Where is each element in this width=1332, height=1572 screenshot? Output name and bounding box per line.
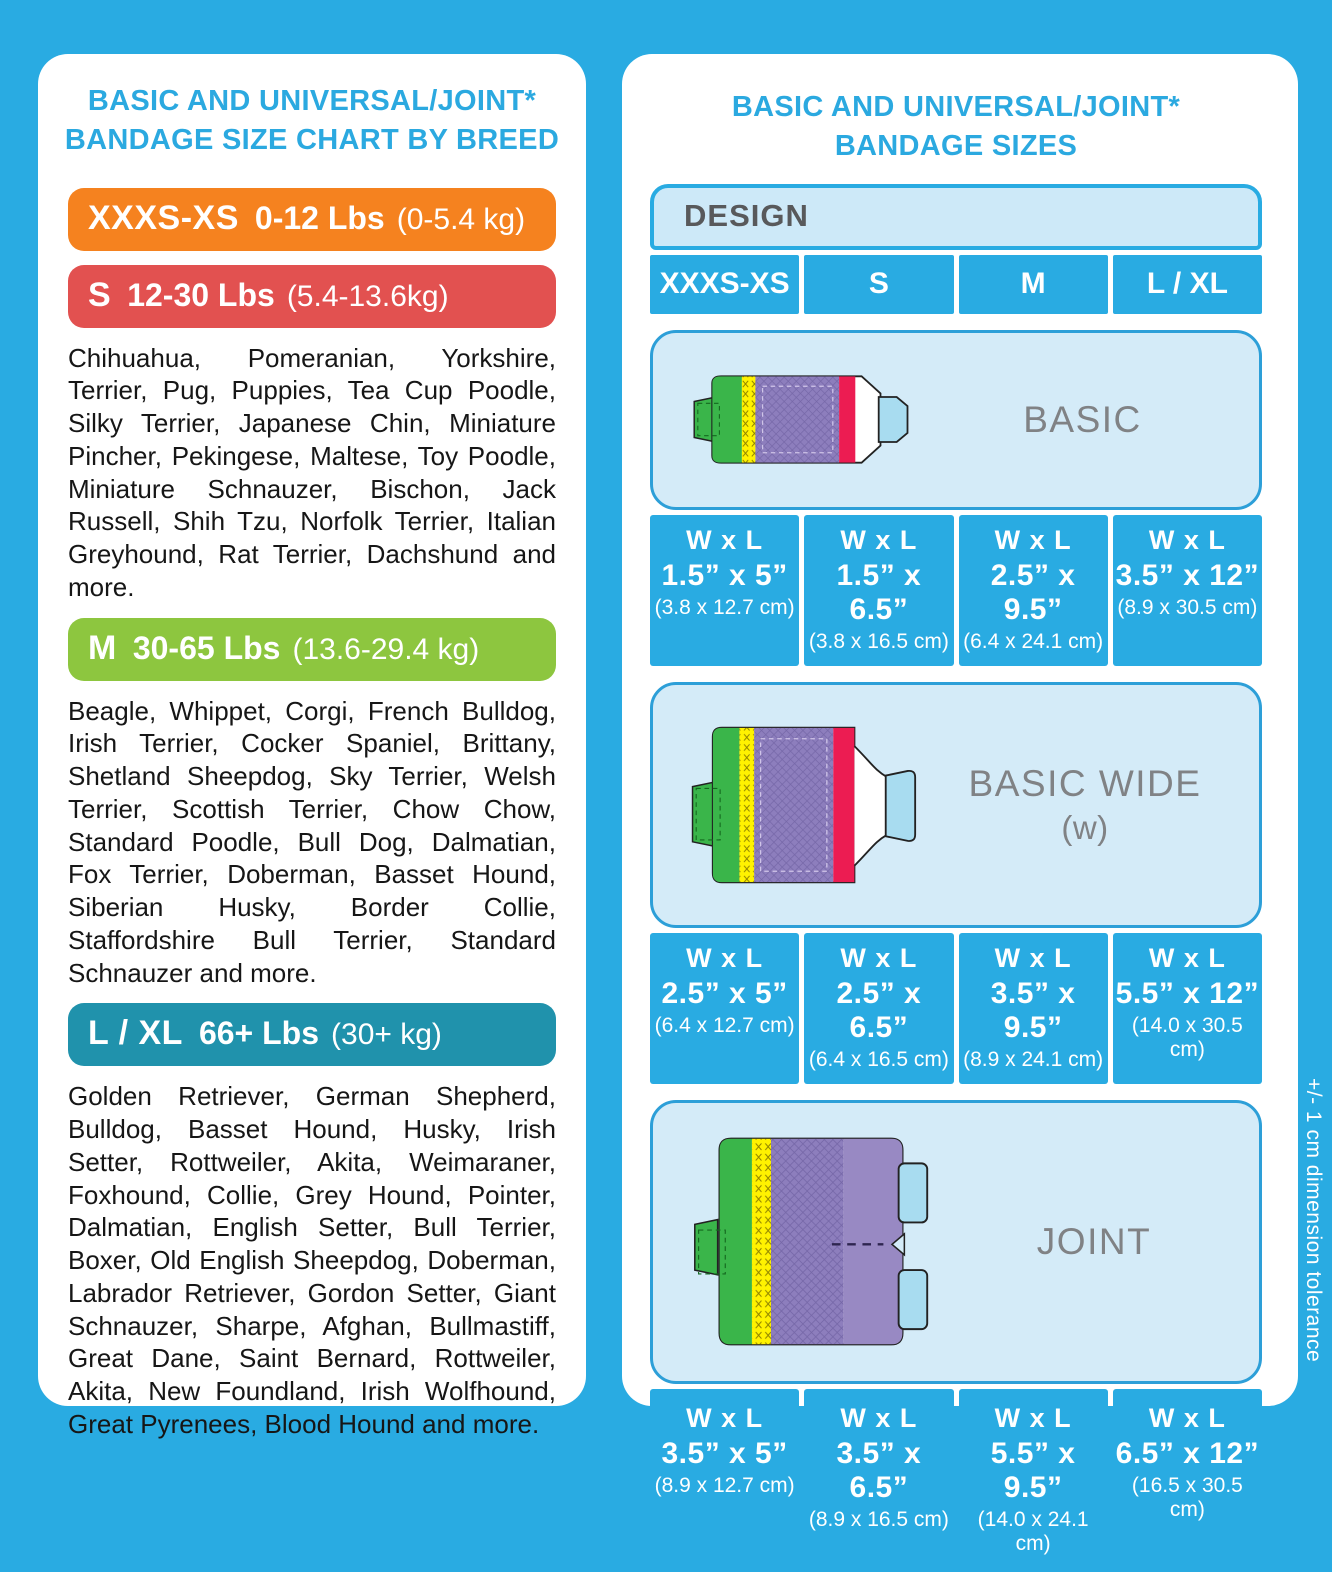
size-inches: 1.5” x 5”: [661, 558, 788, 592]
size-cell-basic-m: W x L 2.5” x 9.5” (6.4 x 24.1 cm): [958, 514, 1108, 666]
wxl-label: W x L: [994, 1402, 1072, 1433]
breed-list-m: Beagle, Whippet, Corgi, French Bulldog, …: [68, 695, 556, 988]
breed-size-chart-panel: BASIC AND UNIVERSAL/JOINT* BANDAGE SIZE …: [38, 54, 586, 1439]
wxl-label: W x L: [840, 524, 918, 555]
size-inches: 5.5” x 9.5”: [990, 1436, 1076, 1504]
basic-wide-size-row: W x L 2.5” x 5” (6.4 x 12.7 cm) W x L 2.…: [650, 932, 1262, 1084]
size-cm: (3.8 x 12.7 cm): [654, 595, 795, 619]
column-header-l-xl: L / XL: [1112, 254, 1262, 314]
size-inches: 1.5” x 6.5”: [836, 558, 922, 626]
size-cm: (14.0 x 24.1 cm): [977, 1507, 1089, 1555]
size-weight-lbs: 30-65 Lbs: [132, 629, 281, 666]
right-panel-title: BASIC AND UNIVERSAL/JOINT* BANDAGE SIZES: [650, 88, 1262, 166]
dimension-tolerance-note: +/- 1 cm dimension tolerance: [1302, 1078, 1325, 1363]
size-cell-joint-l-xl: W x L 6.5” x 12” (16.5 x 30.5 cm): [1112, 1388, 1262, 1572]
size-label: XXXS-XS: [88, 198, 239, 237]
size-cm: (3.8 x 16.5 cm): [808, 629, 949, 653]
wxl-label: W x L: [840, 942, 918, 973]
wxl-label: W x L: [1148, 1402, 1226, 1433]
size-cell-basic-xxxs-xs: W x L 1.5” x 5” (3.8 x 12.7 cm): [650, 514, 800, 666]
size-inches: 2.5” x 9.5”: [990, 558, 1076, 626]
size-cm: (6.4 x 24.1 cm): [963, 629, 1104, 653]
joint-bandage-illustration: [694, 1137, 929, 1346]
size-cell-wide-s: W x L 2.5” x 6.5” (6.4 x 16.5 cm): [804, 932, 954, 1084]
basic-wide-design-box: BASIC WIDE (w): [650, 681, 1262, 928]
size-cm: (8.9 x 24.1 cm): [963, 1047, 1104, 1071]
size-label: L / XL: [88, 1014, 183, 1053]
basic-bandage-illustration: [693, 375, 909, 464]
size-banner-l-xl: L / XL 66+ Lbs (30+ kg): [68, 1003, 556, 1067]
joint-design-box: JOINT: [650, 1099, 1262, 1384]
basic-size-row: W x L 1.5” x 5” (3.8 x 12.7 cm) W x L 1.…: [650, 514, 1262, 666]
size-label: S: [88, 275, 112, 314]
left-panel-title-line2: BANDAGE SIZE CHART BY BREED: [64, 123, 560, 156]
size-cell-joint-m: W x L 5.5” x 9.5” (14.0 x 24.1 cm): [958, 1388, 1108, 1572]
joint-size-row: W x L 3.5” x 5” (8.9 x 12.7 cm) W x L 3.…: [650, 1388, 1262, 1572]
size-banner-m: M 30-65 Lbs (13.6-29.4 kg): [68, 617, 556, 681]
size-inches: 3.5” x 12”: [1115, 558, 1260, 592]
breed-list-s: Chihuahua, Pomeranian, Yorkshire, Terrie…: [68, 342, 556, 602]
size-cm: (14.0 x 30.5 cm): [1131, 1013, 1243, 1061]
size-cell-basic-s: W x L 1.5” x 6.5” (3.8 x 16.5 cm): [804, 514, 954, 666]
size-cell-wide-m: W x L 3.5” x 9.5” (8.9 x 24.1 cm): [958, 932, 1108, 1084]
wxl-label: W x L: [994, 942, 1072, 973]
size-cm: (16.5 x 30.5 cm): [1131, 1473, 1243, 1521]
size-cell-joint-xxxs-xs: W x L 3.5” x 5” (8.9 x 12.7 cm): [650, 1388, 800, 1572]
basic-wide-bandage-illustration: [691, 726, 917, 883]
design-label-joint: JOINT: [1036, 1220, 1152, 1262]
size-banner-xxxs-xs: XXXS-XS 0-12 Lbs (0-5.4 kg): [68, 187, 556, 251]
size-weight-kg: (30+ kg): [331, 1018, 442, 1052]
breed-list-l-xl: Golden Retriever, German Shepherd, Bulld…: [68, 1081, 556, 1439]
size-weight-lbs: 0-12 Lbs: [254, 199, 385, 236]
size-cm: (6.4 x 16.5 cm): [808, 1047, 949, 1071]
column-header-s: S: [804, 254, 954, 314]
column-header-m: M: [958, 254, 1108, 314]
size-inches: 2.5” x 5”: [661, 976, 788, 1010]
column-header-xxxs-xs: XXXS-XS: [650, 254, 800, 314]
wxl-label: W x L: [1148, 942, 1226, 973]
design-label-basic-wide-sub: (w): [1061, 809, 1109, 847]
basic-design-box: BASIC: [650, 329, 1262, 510]
size-cm: (6.4 x 12.7 cm): [654, 1013, 795, 1037]
size-weight-lbs: 66+ Lbs: [198, 1015, 320, 1052]
size-cm: (8.9 x 12.7 cm): [654, 1473, 795, 1497]
size-inches: 3.5” x 5”: [661, 1436, 788, 1470]
wxl-label: W x L: [840, 1402, 918, 1433]
size-cell-wide-l-xl: W x L 5.5” x 12” (14.0 x 30.5 cm): [1112, 932, 1262, 1084]
size-inches: 6.5” x 12”: [1115, 1436, 1260, 1470]
wxl-label: W x L: [1148, 524, 1226, 555]
wxl-label: W x L: [994, 524, 1072, 555]
right-panel-title-line1: BASIC AND UNIVERSAL/JOINT*: [731, 91, 1181, 123]
left-panel-title: BASIC AND UNIVERSAL/JOINT* BANDAGE SIZE …: [60, 82, 564, 160]
wxl-label: W x L: [686, 942, 764, 973]
design-label-basic-wide: BASIC WIDE (w): [917, 761, 1259, 849]
right-panel-title-line2: BANDAGE SIZES: [834, 129, 1078, 162]
bandage-sizes-panel: BASIC AND UNIVERSAL/JOINT* BANDAGE SIZES…: [622, 54, 1298, 1572]
size-inches: 3.5” x 9.5”: [990, 976, 1076, 1044]
size-cell-wide-xxxs-xs: W x L 2.5” x 5” (6.4 x 12.7 cm): [650, 932, 800, 1084]
size-inches: 3.5” x 6.5”: [836, 1436, 922, 1504]
size-weight-lbs: 12-30 Lbs: [127, 276, 275, 313]
size-cm: (8.9 x 30.5 cm): [1117, 595, 1258, 619]
left-panel-title-line1: BASIC AND UNIVERSAL/JOINT*: [87, 85, 537, 117]
size-cell-joint-s: W x L 3.5” x 6.5” (8.9 x 16.5 cm): [804, 1388, 954, 1572]
wxl-label: W x L: [686, 524, 764, 555]
size-label: M: [88, 628, 117, 667]
design-header-label: DESIGN: [684, 197, 809, 233]
size-cell-basic-l-xl: W x L 3.5” x 12” (8.9 x 30.5 cm): [1112, 514, 1262, 666]
size-inches: 2.5” x 6.5”: [836, 976, 922, 1044]
size-weight-kg: (13.6-29.4 kg): [292, 632, 480, 666]
wxl-label: W x L: [686, 1402, 764, 1433]
design-label-basic: BASIC: [1023, 398, 1142, 440]
design-header: DESIGN: [650, 183, 1262, 250]
size-cm: (8.9 x 16.5 cm): [808, 1507, 949, 1531]
size-weight-kg: (0-5.4 kg): [396, 202, 526, 236]
size-column-header-row: XXXS-XS S M L / XL: [650, 254, 1262, 314]
size-weight-kg: (5.4-13.6kg): [286, 279, 449, 313]
size-banner-s: S 12-30 Lbs (5.4-13.6kg): [68, 264, 556, 328]
size-inches: 5.5” x 12”: [1115, 976, 1260, 1010]
